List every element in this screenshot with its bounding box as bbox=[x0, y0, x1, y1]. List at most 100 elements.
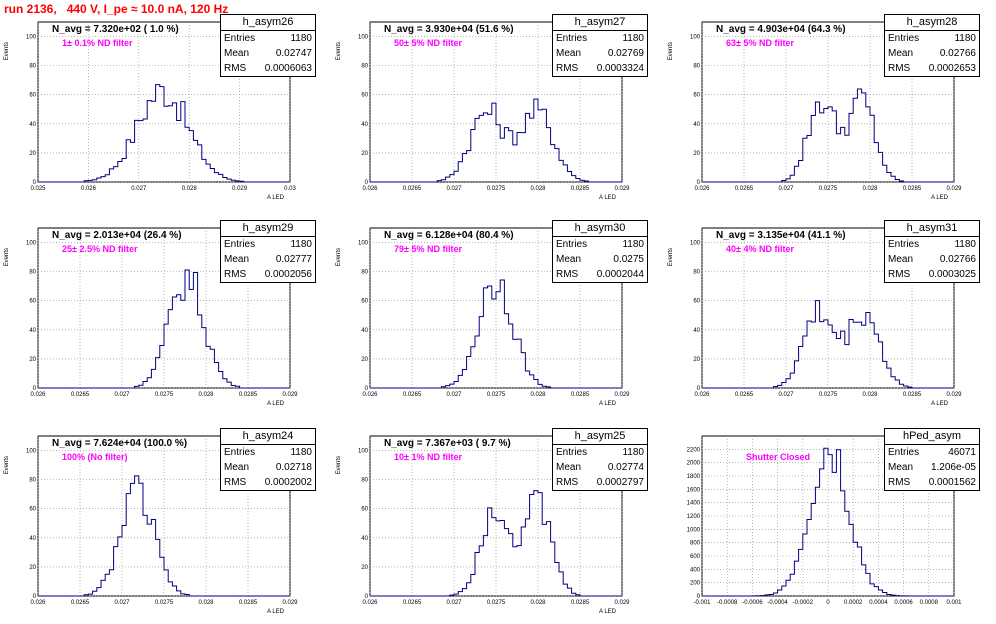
histogram-bars-hPed_asym bbox=[702, 447, 954, 597]
x-tick-label: 0.029 bbox=[614, 186, 630, 192]
stats-label: Entries bbox=[224, 447, 256, 458]
y-tick-label: 1000 bbox=[687, 527, 701, 533]
x-tick-label: 0.028 bbox=[862, 392, 878, 398]
stats-label: Mean bbox=[888, 462, 914, 473]
x-tick-label: 0.0002 bbox=[844, 600, 863, 606]
stats-box-title: h_asym28 bbox=[885, 15, 979, 31]
stats-value: 0.0002653 bbox=[928, 63, 976, 74]
y-tick-label: 60 bbox=[693, 299, 700, 305]
stats-value: 0.02718 bbox=[275, 462, 312, 473]
stats-row-rms: RMS 0.0003025 bbox=[885, 267, 979, 282]
histogram-svg-hPed_asym: -0.001 -0.0008 -0.0006 -0.0004 -0.0002 0 0.000… bbox=[687, 435, 962, 606]
stats-label: Mean bbox=[556, 48, 582, 59]
stats-row-mean: Mean 0.02774 bbox=[553, 460, 647, 475]
y-tick-label: 80 bbox=[29, 64, 36, 70]
y-tick-label: 0 bbox=[365, 594, 369, 600]
x-tick-label: 0.027 bbox=[114, 600, 130, 606]
x-tick-label: 0.029 bbox=[232, 186, 248, 192]
y-tick-label: 100 bbox=[358, 449, 369, 455]
histogram-bars-h_asym28 bbox=[702, 88, 954, 183]
y-tick-label: 40 bbox=[361, 328, 368, 334]
y-tick-label: 20 bbox=[29, 151, 36, 157]
y-axis-label: Events bbox=[668, 248, 674, 266]
y-tick-label: 80 bbox=[361, 64, 368, 70]
x-tick-label: 0.027 bbox=[446, 392, 462, 398]
x-tick-label: 0.029 bbox=[614, 392, 630, 398]
stats-label: Mean bbox=[888, 254, 914, 265]
y-tick-label: 400 bbox=[690, 567, 701, 573]
stats-row-entries: Entries 1180 bbox=[885, 31, 979, 46]
x-tick-label: -0.0008 bbox=[717, 600, 738, 606]
stats-box-title: h_asym31 bbox=[885, 221, 979, 237]
y-tick-label: 0 bbox=[365, 386, 369, 392]
stats-row-rms: RMS 0.0002056 bbox=[221, 267, 315, 282]
x-tick-label: 0.0006 bbox=[894, 600, 913, 606]
y-tick-label: 60 bbox=[361, 93, 368, 99]
y-tick-label: 600 bbox=[690, 554, 701, 560]
stats-label: Entries bbox=[888, 239, 920, 250]
stats-value: 46071 bbox=[948, 447, 976, 458]
stats-value: 0.0006063 bbox=[264, 63, 312, 74]
histogram-bars-h_asym26 bbox=[38, 84, 290, 183]
stats-row-mean: Mean 1.206e-05 bbox=[885, 460, 979, 475]
stats-label: Mean bbox=[888, 48, 914, 59]
stats-label: RMS bbox=[556, 63, 579, 74]
y-tick-label: 0 bbox=[365, 180, 369, 186]
x-tick-label: 0.03 bbox=[284, 186, 296, 192]
stats-row-entries: Entries 1180 bbox=[553, 445, 647, 460]
y-tick-label: 800 bbox=[690, 541, 701, 547]
stats-label: RMS bbox=[224, 63, 247, 74]
stats-value: 0.02774 bbox=[607, 462, 644, 473]
navg-label: N_avg = 7.320e+02 ( 1.0 %) bbox=[52, 24, 179, 35]
x-tick-label: -0.0002 bbox=[793, 600, 814, 606]
y-tick-label: 60 bbox=[361, 507, 368, 513]
y-tick-label: 20 bbox=[29, 565, 36, 571]
histogram-bars-h_asym24 bbox=[38, 475, 290, 597]
stats-value: 1180 bbox=[622, 447, 644, 458]
x-axis-label: A LED bbox=[267, 609, 285, 615]
x-tick-label: 0 bbox=[826, 600, 830, 606]
x-tick-label: 0.029 bbox=[282, 392, 298, 398]
stats-value: 1180 bbox=[954, 239, 976, 250]
stats-label: Entries bbox=[556, 447, 588, 458]
x-axis-label: A LED bbox=[267, 401, 285, 407]
y-tick-label: 20 bbox=[693, 357, 700, 363]
y-tick-label: 40 bbox=[29, 122, 36, 128]
navg-label: N_avg = 4.903e+04 (64.3 %) bbox=[716, 24, 846, 35]
navg-label: N_avg = 2.013e+04 (26.4 %) bbox=[52, 230, 182, 241]
y-tick-label: 100 bbox=[26, 449, 37, 455]
stats-row-rms: RMS 0.0002797 bbox=[553, 475, 647, 490]
stats-row-entries: Entries 1180 bbox=[885, 237, 979, 252]
y-tick-label: 2200 bbox=[687, 447, 701, 453]
y-tick-label: 80 bbox=[29, 270, 36, 276]
stats-row-mean: Mean 0.0275 bbox=[553, 252, 647, 267]
stats-value: 0.0003025 bbox=[928, 269, 976, 280]
x-tick-label: 0.027 bbox=[778, 186, 794, 192]
x-tick-label: 0.0275 bbox=[819, 392, 838, 398]
stats-box-title: h_asym25 bbox=[553, 429, 647, 445]
stats-box: h_asym24 Entries 1180 Mean 0.02718 RMS 0.00020… bbox=[220, 428, 316, 491]
stats-box-title: h_asym30 bbox=[553, 221, 647, 237]
histogram-bars-h_asym30 bbox=[370, 279, 622, 389]
y-tick-label: 40 bbox=[693, 122, 700, 128]
x-tick-label: -0.001 bbox=[693, 600, 711, 606]
y-tick-label: 100 bbox=[358, 241, 369, 247]
y-tick-label: 100 bbox=[690, 241, 701, 247]
y-tick-label: 60 bbox=[29, 299, 36, 305]
filter-label: 50± 5% ND filter bbox=[394, 38, 462, 48]
y-tick-label: 40 bbox=[693, 328, 700, 334]
stats-value: 0.02769 bbox=[607, 48, 644, 59]
x-tick-label: 0.001 bbox=[946, 600, 962, 606]
histogram-svg-h_asym29: 0.026 0.0265 0.027 0.0275 0.028 0.0285 0.029 0 2… bbox=[4, 227, 298, 407]
histogram-svg-h_asym26: 0.025 0.026 0.027 0.028 0.029 0.03 0 20 40 60 80 10… bbox=[4, 21, 296, 201]
filter-label: Shutter Closed bbox=[746, 452, 811, 462]
stats-box: h_asym28 Entries 1180 Mean 0.02766 RMS 0.00026… bbox=[884, 14, 980, 77]
filter-label: 1± 0.1% ND filter bbox=[62, 38, 133, 48]
run-title: run 2136, 440 V, I_pe ≈ 10.0 nA, 120 Hz bbox=[4, 2, 229, 16]
stats-row-mean: Mean 0.02777 bbox=[221, 252, 315, 267]
stats-value: 0.0275 bbox=[613, 254, 644, 265]
stats-box-title: h_asym29 bbox=[221, 221, 315, 237]
stats-value: 0.02777 bbox=[275, 254, 312, 265]
histogram-panel-h_asym26: 0.025 0.026 0.027 0.028 0.029 0.03 0 20 40 60 80 10… bbox=[0, 14, 318, 210]
stats-row-mean: Mean 0.02766 bbox=[885, 252, 979, 267]
